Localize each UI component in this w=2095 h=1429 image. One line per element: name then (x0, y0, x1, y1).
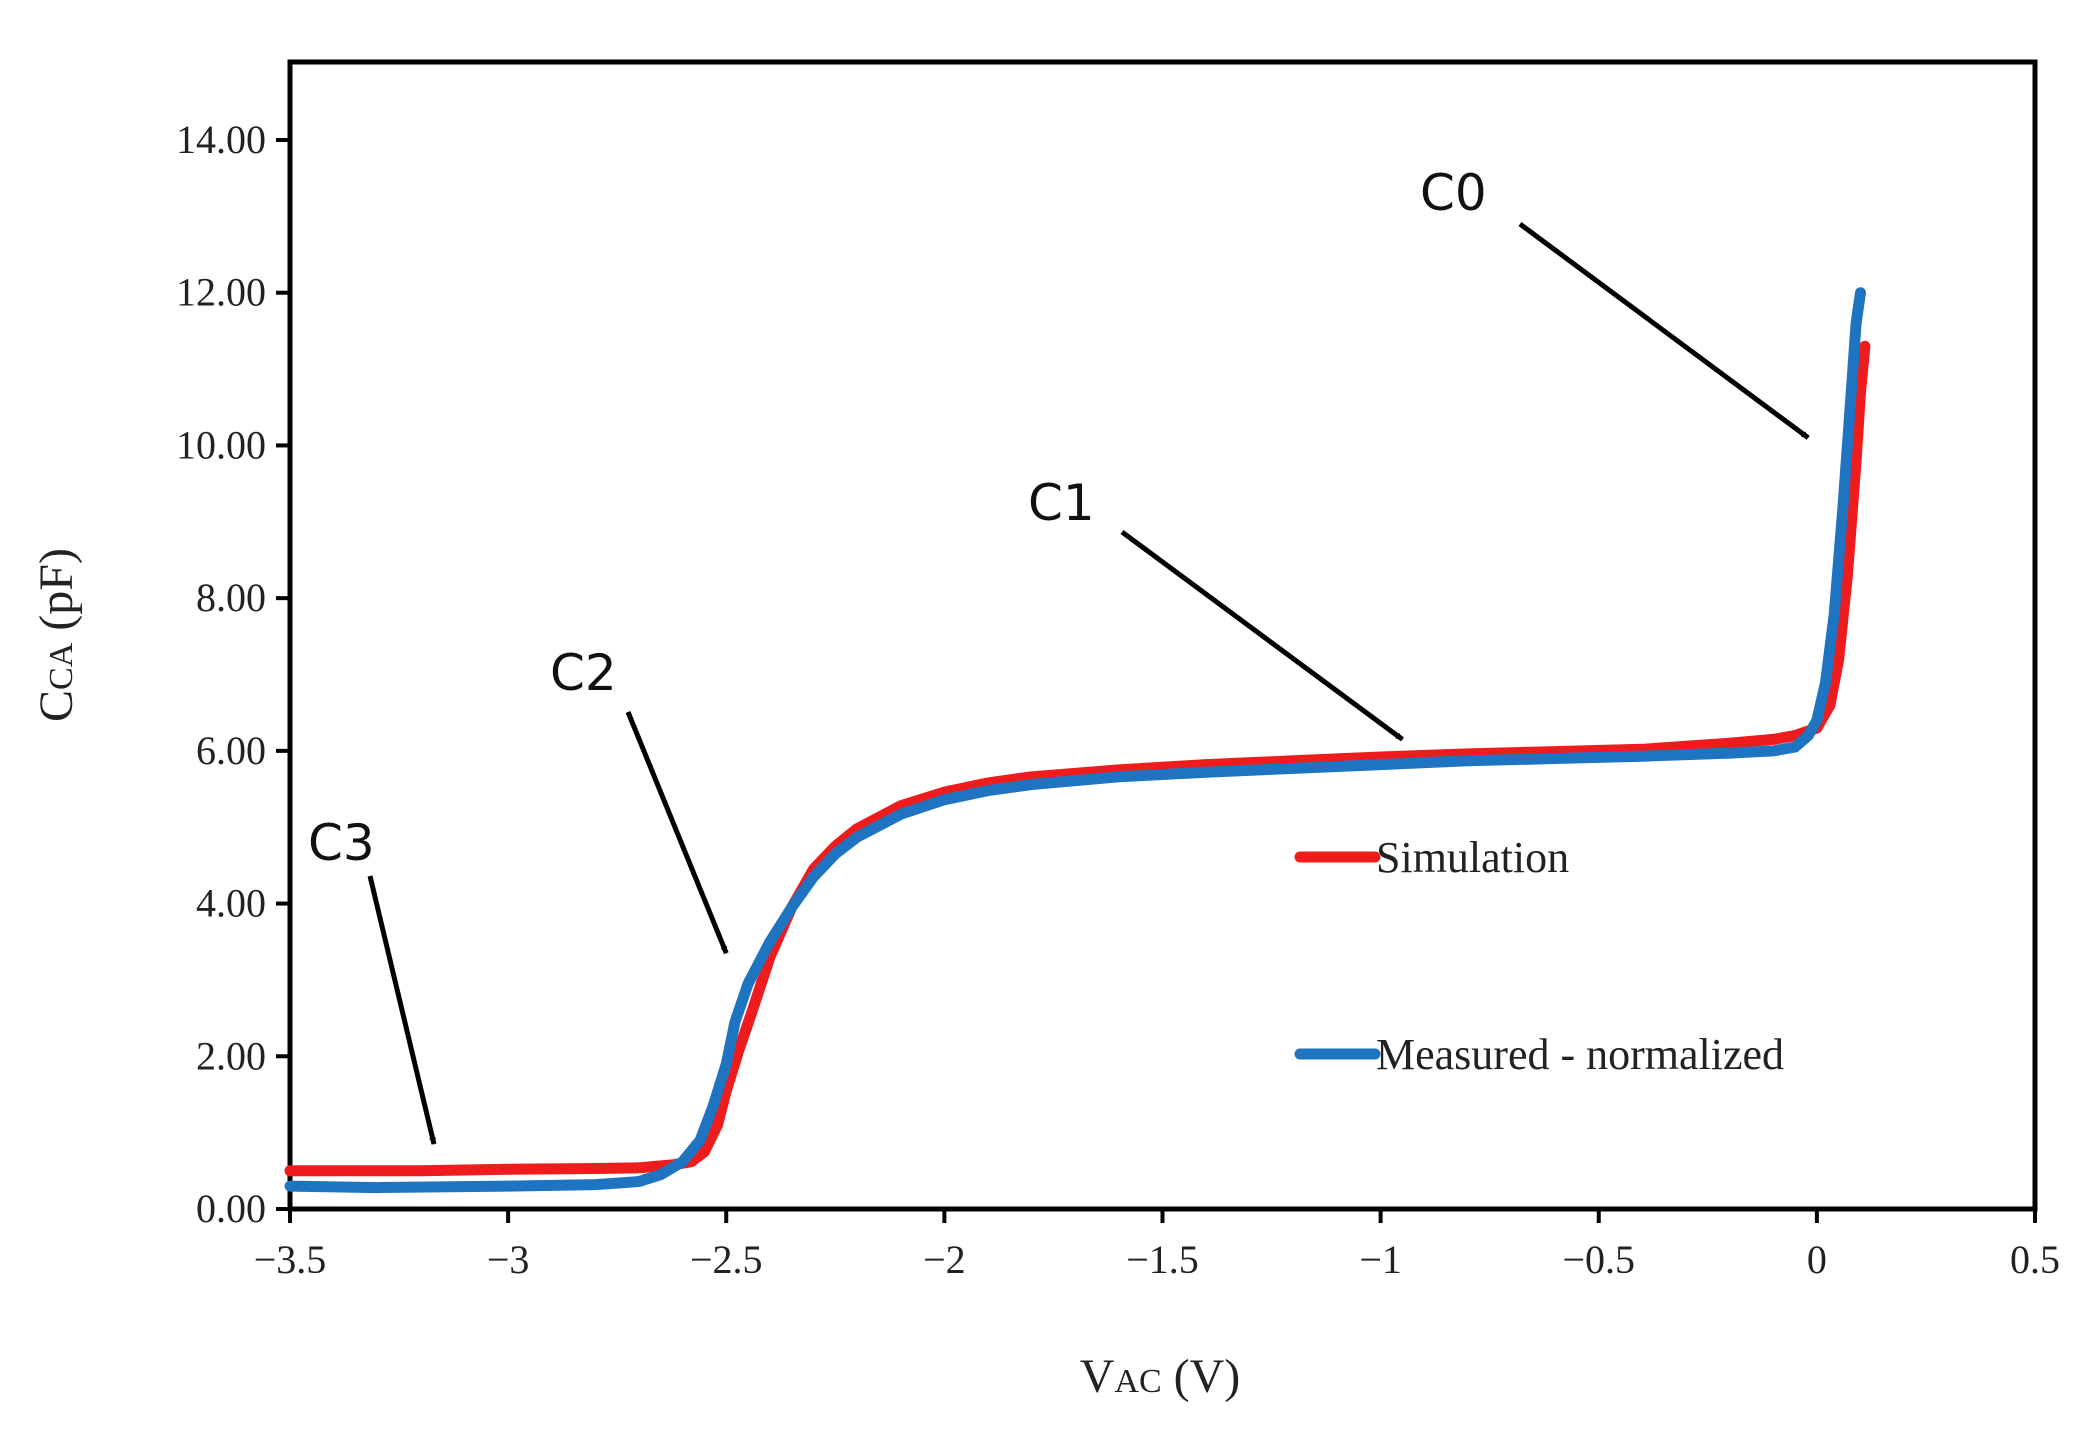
y-axis-title-sub: CA (43, 642, 80, 690)
series-layer (284, 287, 1871, 1194)
y-tick-label: 0.00 (196, 1186, 266, 1231)
legend-label-simulation: Simulation (1376, 833, 1569, 882)
annotation-c2: C2 (550, 644, 729, 955)
x-axis-title-main: V (1080, 1350, 1115, 1403)
y-tick-label: 12.00 (176, 270, 266, 315)
legend: Simulation Measured - normalized (1294, 833, 1784, 1079)
annotation-c0-label: C0 (1420, 164, 1487, 222)
annotation-c2-arrow (625, 711, 729, 955)
x-tick-label: −2.5 (690, 1237, 763, 1282)
x-tick-label: −0.5 (1562, 1237, 1635, 1282)
x-tick-label: −2 (923, 1237, 966, 1282)
annotation-c0: C0 (1420, 164, 1810, 440)
x-axis-ticks: −3.5 −3 −2.5 −2 −1.5 −1 −0.5 0 0.5 (254, 1209, 2060, 1282)
y-tick-label: 14.00 (176, 117, 266, 162)
y-axis-title-unit: (pF) (30, 548, 83, 643)
x-axis-title-unit: (V) (1162, 1350, 1241, 1403)
legend-label-measured: Measured - normalized (1376, 1030, 1784, 1079)
annotation-c0-arrow (1518, 221, 1810, 440)
y-axis-title-main: C (30, 690, 83, 722)
x-tick-label: 0 (1807, 1237, 1827, 1282)
y-tick-label: 8.00 (196, 575, 266, 620)
annotation-c3-label: C3 (308, 814, 375, 872)
x-tick-label: −3 (487, 1237, 530, 1282)
annotation-c3-arrow (367, 875, 437, 1145)
annotation-c3: C3 (308, 814, 437, 1145)
y-axis-ticks: 0.00 2.00 4.00 6.00 8.00 10.00 12.00 14.00 (176, 117, 290, 1231)
x-axis-title-sub: AC (1114, 1363, 1161, 1400)
x-axis-title: VAC (V) (1080, 1350, 1241, 1403)
x-tick-label: 0.5 (2010, 1237, 2060, 1282)
annotation-c1-arrow (1120, 529, 1404, 742)
y-axis-title: CCA (pF) (30, 548, 83, 722)
x-tick-label: −1.5 (1126, 1237, 1199, 1282)
y-tick-label: 6.00 (196, 728, 266, 773)
y-tick-label: 2.00 (196, 1033, 266, 1078)
annotation-c2-label: C2 (550, 644, 617, 702)
x-tick-label: −1 (1359, 1237, 1402, 1282)
x-tick-label: −3.5 (254, 1237, 327, 1282)
series-line-measured (284, 287, 1866, 1194)
y-tick-label: 4.00 (196, 881, 266, 926)
annotation-c1: C1 (1028, 474, 1404, 742)
y-tick-label: 10.00 (176, 422, 266, 467)
annotation-c1-label: C1 (1028, 474, 1095, 532)
